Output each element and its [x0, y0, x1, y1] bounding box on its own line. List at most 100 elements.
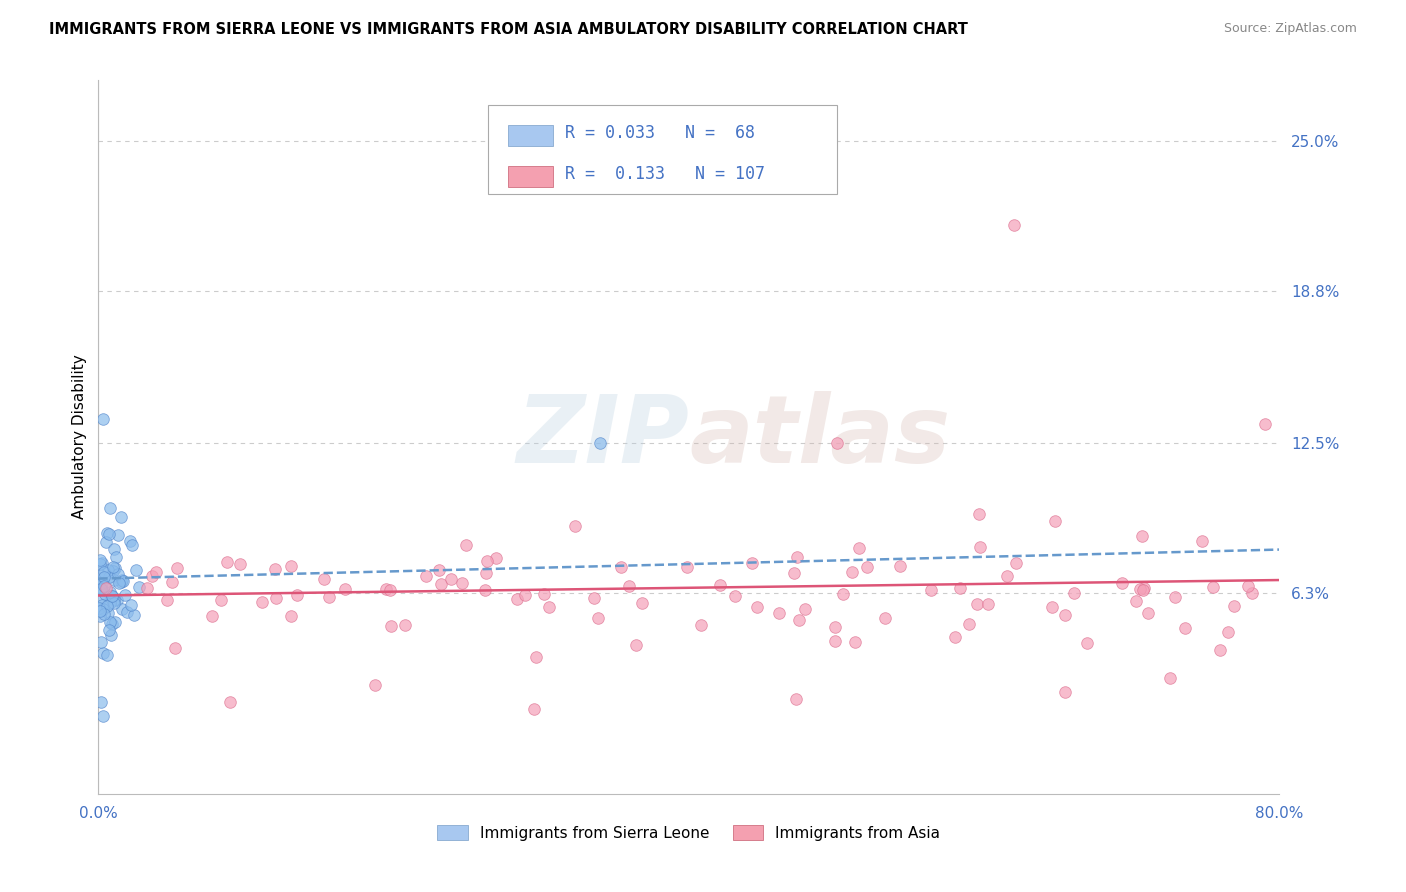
Point: [217, 555, 239, 569]
Point: [101, 589, 124, 603]
Point: [91, 598, 114, 612]
Point: [564, 519, 586, 533]
Point: [943, 630, 966, 644]
Point: [90, 582, 112, 596]
Point: [485, 551, 508, 566]
Point: [1254, 417, 1277, 431]
Point: [120, 534, 142, 549]
Point: [966, 597, 988, 611]
Point: [97, 569, 120, 583]
FancyBboxPatch shape: [508, 125, 553, 146]
Point: [89, 567, 111, 582]
Point: [108, 576, 131, 591]
Point: [889, 559, 911, 574]
Point: [1132, 581, 1154, 595]
Point: [90, 581, 112, 595]
Point: [1223, 599, 1246, 613]
Point: [89, 600, 111, 615]
Point: [128, 580, 150, 594]
Point: [855, 559, 877, 574]
Point: [93, 579, 115, 593]
Point: [100, 628, 122, 642]
Point: [513, 589, 536, 603]
Point: [98, 596, 121, 610]
Point: [125, 563, 148, 577]
Point: [166, 561, 188, 575]
Point: [101, 617, 124, 632]
Point: [280, 609, 302, 624]
Point: [841, 566, 863, 580]
Point: [977, 597, 1000, 611]
Point: [1191, 534, 1213, 549]
Point: [93, 569, 115, 583]
Point: [98, 585, 121, 599]
Point: [105, 550, 128, 565]
Point: [103, 542, 125, 557]
Point: [844, 635, 866, 649]
Point: [364, 678, 387, 692]
Point: [630, 596, 652, 610]
Point: [783, 566, 806, 580]
Point: [103, 559, 125, 574]
Point: [145, 566, 167, 580]
Point: [523, 702, 546, 716]
Point: [689, 618, 711, 632]
Point: [474, 582, 496, 597]
Point: [318, 590, 340, 604]
Point: [96, 648, 118, 662]
Point: [89, 553, 111, 567]
Point: [505, 592, 527, 607]
Point: [263, 562, 285, 576]
Point: [90, 695, 112, 709]
Point: [1063, 586, 1085, 600]
Legend: Immigrants from Sierra Leone, Immigrants from Asia: Immigrants from Sierra Leone, Immigrants…: [432, 819, 946, 847]
Text: ZIP: ZIP: [516, 391, 689, 483]
Point: [378, 582, 401, 597]
Point: [312, 572, 335, 586]
Point: [824, 620, 846, 634]
Point: [89, 557, 111, 571]
Point: [538, 599, 561, 614]
Point: [91, 412, 114, 426]
Point: [1174, 621, 1197, 635]
Point: [1236, 579, 1258, 593]
Point: [1240, 585, 1263, 599]
Point: [610, 560, 633, 574]
Point: [98, 615, 121, 629]
Point: [873, 611, 896, 625]
Point: [832, 587, 855, 601]
Point: [97, 606, 120, 620]
Point: [264, 591, 287, 606]
Point: [967, 508, 990, 522]
Point: [454, 538, 477, 552]
Point: [709, 577, 731, 591]
Point: [824, 634, 846, 648]
Point: [1125, 593, 1147, 607]
Point: [97, 623, 120, 637]
Point: [586, 611, 609, 625]
Point: [524, 650, 547, 665]
Point: [1002, 219, 1025, 233]
Point: [91, 576, 114, 591]
Point: [141, 569, 163, 583]
Point: [375, 582, 398, 596]
Point: [250, 595, 273, 609]
Point: [114, 588, 136, 602]
Point: [745, 599, 768, 614]
Point: [1202, 580, 1225, 594]
Point: [582, 591, 605, 605]
Point: [533, 587, 555, 601]
Point: [451, 576, 474, 591]
Point: [120, 599, 142, 613]
Point: [107, 528, 129, 542]
Point: [156, 593, 179, 607]
Text: Source: ZipAtlas.com: Source: ZipAtlas.com: [1223, 22, 1357, 36]
Text: atlas: atlas: [689, 391, 950, 483]
Point: [440, 572, 463, 586]
Point: [98, 527, 121, 541]
Point: [209, 593, 232, 607]
Point: [333, 582, 356, 596]
Point: [91, 646, 114, 660]
Point: [1005, 556, 1028, 570]
Point: [617, 579, 640, 593]
